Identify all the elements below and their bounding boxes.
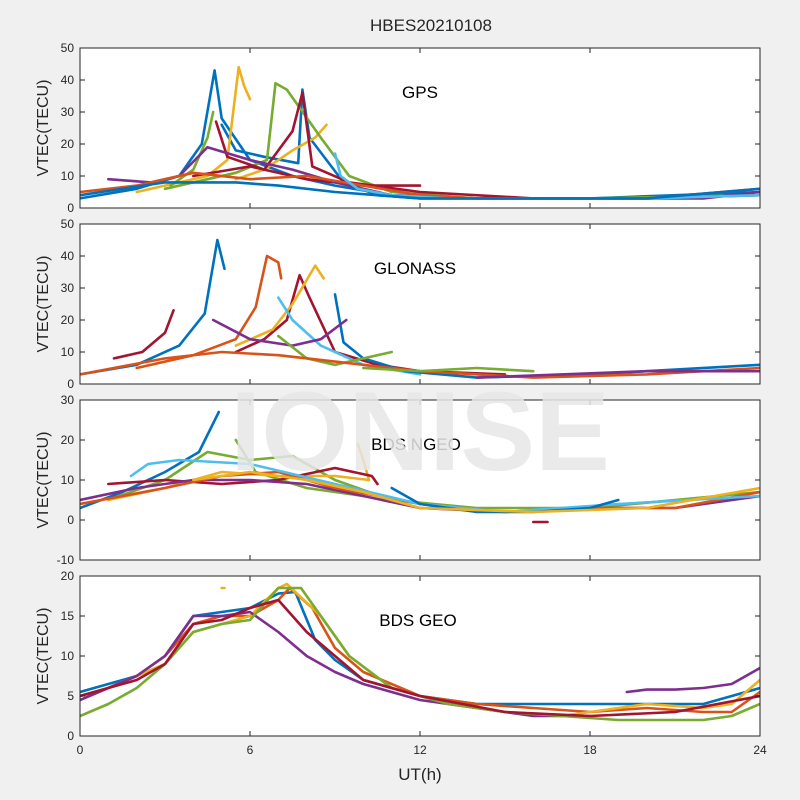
y-axis-label: VTEC(TECU) bbox=[35, 256, 52, 353]
x-tick-label: 12 bbox=[413, 743, 427, 757]
y-tick-label: 40 bbox=[61, 249, 75, 263]
y-tick-label: 50 bbox=[61, 41, 75, 55]
series-line-10 bbox=[362, 366, 535, 373]
series-group bbox=[80, 582, 760, 722]
y-tick-label: 0 bbox=[67, 513, 74, 527]
x-tick-label: 0 bbox=[77, 743, 84, 757]
series-line-9 bbox=[80, 350, 760, 379]
panel-label: BDS GEO bbox=[379, 611, 456, 630]
x-tick-label: 24 bbox=[753, 743, 767, 757]
panel-1: 0 10 20 30 40 50 VTEC(TECU) GLONASS bbox=[35, 217, 761, 391]
y-tick-label: 10 bbox=[61, 345, 75, 359]
y-tick-label: 0 bbox=[67, 377, 74, 391]
y-tick-label: 20 bbox=[61, 137, 75, 151]
series-line-11 bbox=[80, 181, 760, 200]
panel-2: -10 0 10 20 30 VTEC(TECU) BDS NGEO bbox=[35, 393, 761, 567]
panel-label: BDS NGEO bbox=[371, 435, 461, 454]
x-tick-label: 18 bbox=[583, 743, 597, 757]
y-axis-label: VTEC(TECU) bbox=[35, 80, 52, 177]
panel-label: GPS bbox=[402, 83, 438, 102]
y-tick-label: 30 bbox=[61, 105, 75, 119]
y-tick-label: 20 bbox=[61, 313, 75, 327]
series-line-7 bbox=[129, 458, 760, 514]
panel-label: GLONASS bbox=[374, 259, 456, 278]
series-line-8 bbox=[112, 309, 175, 360]
y-tick-label: 0 bbox=[67, 729, 74, 743]
x-axis-label: UT(h) bbox=[398, 765, 441, 784]
figure-title: HBES20210108 bbox=[370, 16, 492, 35]
series-line-1 bbox=[107, 450, 760, 510]
axes-background bbox=[80, 576, 760, 736]
x-tick-label: 6 bbox=[247, 743, 254, 757]
y-tick-label: 10 bbox=[61, 169, 75, 183]
series-line-0 bbox=[80, 410, 221, 510]
y-tick-label: 50 bbox=[61, 217, 75, 231]
y-tick-label: 15 bbox=[61, 609, 75, 623]
y-axis-label: VTEC(TECU) bbox=[35, 608, 52, 705]
series-line-7 bbox=[277, 334, 393, 367]
series-line-3 bbox=[234, 264, 325, 347]
y-tick-label: 20 bbox=[61, 569, 75, 583]
y-tick-label: 40 bbox=[61, 73, 75, 87]
series-line-4 bbox=[625, 666, 760, 694]
series-line-11 bbox=[475, 369, 760, 379]
series-line-4 bbox=[107, 466, 379, 486]
y-tick-label: -10 bbox=[57, 553, 75, 567]
y-tick-label: 0 bbox=[67, 201, 74, 215]
y-tick-label: 30 bbox=[61, 393, 75, 407]
panel-0: 0 10 20 30 40 50 VTEC(TECU) GPS bbox=[35, 41, 761, 215]
watermark: IONISE bbox=[230, 369, 610, 494]
panel-3: 0 5 10 15 20 0 6 12 18 24 VTEC(TECU) BDS GEO bbox=[35, 569, 767, 757]
series-group bbox=[80, 238, 760, 379]
y-tick-label: 20 bbox=[61, 433, 75, 447]
y-tick-label: 30 bbox=[61, 281, 75, 295]
axes-background bbox=[80, 224, 760, 384]
y-axis-label: VTEC(TECU) bbox=[35, 432, 52, 529]
y-tick-label: 5 bbox=[67, 689, 74, 703]
y-tick-label: 10 bbox=[61, 649, 75, 663]
series-line-6 bbox=[80, 598, 760, 718]
series-group bbox=[80, 410, 760, 524]
series-line-9 bbox=[192, 470, 760, 514]
series-line-7 bbox=[192, 165, 422, 187]
series-group bbox=[80, 65, 760, 200]
y-tick-label: 10 bbox=[61, 473, 75, 487]
